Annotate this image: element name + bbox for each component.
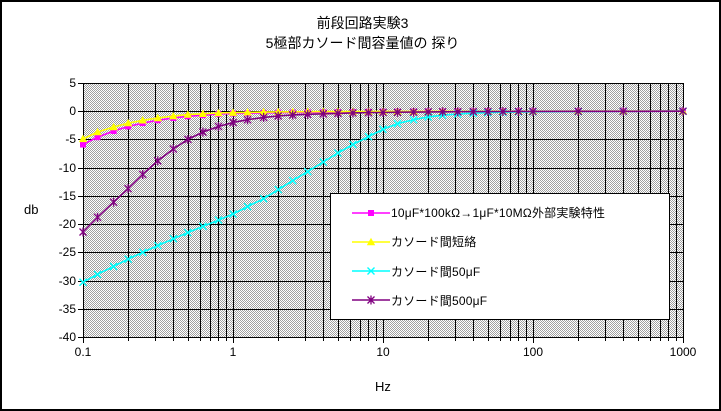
chart-subtitle: 5極部カソード間容量値の 探り <box>265 35 460 51</box>
x-axis-title: Hz <box>375 379 391 394</box>
legend-item-label: カソード間短絡 <box>391 235 477 250</box>
y-tick-label: -10 <box>58 161 76 175</box>
y-tick-label: -5 <box>65 132 76 146</box>
legend-item: 10μF*100kΩ→1μF*10MΩ外部実験特性 <box>351 201 669 225</box>
y-tick-label: 0 <box>69 104 76 118</box>
legend-item: カソード間50μF <box>351 259 669 283</box>
y-tick-label: 5 <box>69 76 76 90</box>
x-tick-label: 10 <box>376 345 390 359</box>
legend-marker-icon <box>352 209 390 216</box>
x-tick-label: 100 <box>522 345 544 359</box>
legend-marker-icon <box>352 267 390 276</box>
x-tick-label: 0.1 <box>74 345 92 359</box>
y-tick-label: -25 <box>58 245 76 259</box>
y-tick-label: -20 <box>58 217 76 231</box>
legend-marker-icon <box>352 295 390 305</box>
y-tick-label: -30 <box>58 274 76 288</box>
y-axis-title: db <box>24 202 39 217</box>
legend: 10μF*100kΩ→1μF*10MΩ外部実験特性 カソード間短絡 カソード間50μ… <box>330 193 670 320</box>
y-tick-label: -15 <box>58 189 76 203</box>
series-markers <box>79 106 687 237</box>
x-tick-label: 1000 <box>669 345 697 359</box>
x-tick-label: 1 <box>229 345 237 359</box>
legend-item-label: カソード間500μF <box>391 293 488 308</box>
chart-title: 前段回路実験3 <box>316 15 409 31</box>
y-tick-label: -35 <box>58 302 76 316</box>
legend-item-label: 10μF*100kΩ→1μF*10MΩ外部実験特性 <box>391 206 606 221</box>
y-tick-label: -40 <box>58 330 76 344</box>
legend-item: カソード間短絡 <box>351 230 669 254</box>
legend-marker-icon <box>352 237 390 246</box>
legend-item: カソード間500μF <box>351 288 669 312</box>
legend-item-label: カソード間50μF <box>391 264 481 279</box>
